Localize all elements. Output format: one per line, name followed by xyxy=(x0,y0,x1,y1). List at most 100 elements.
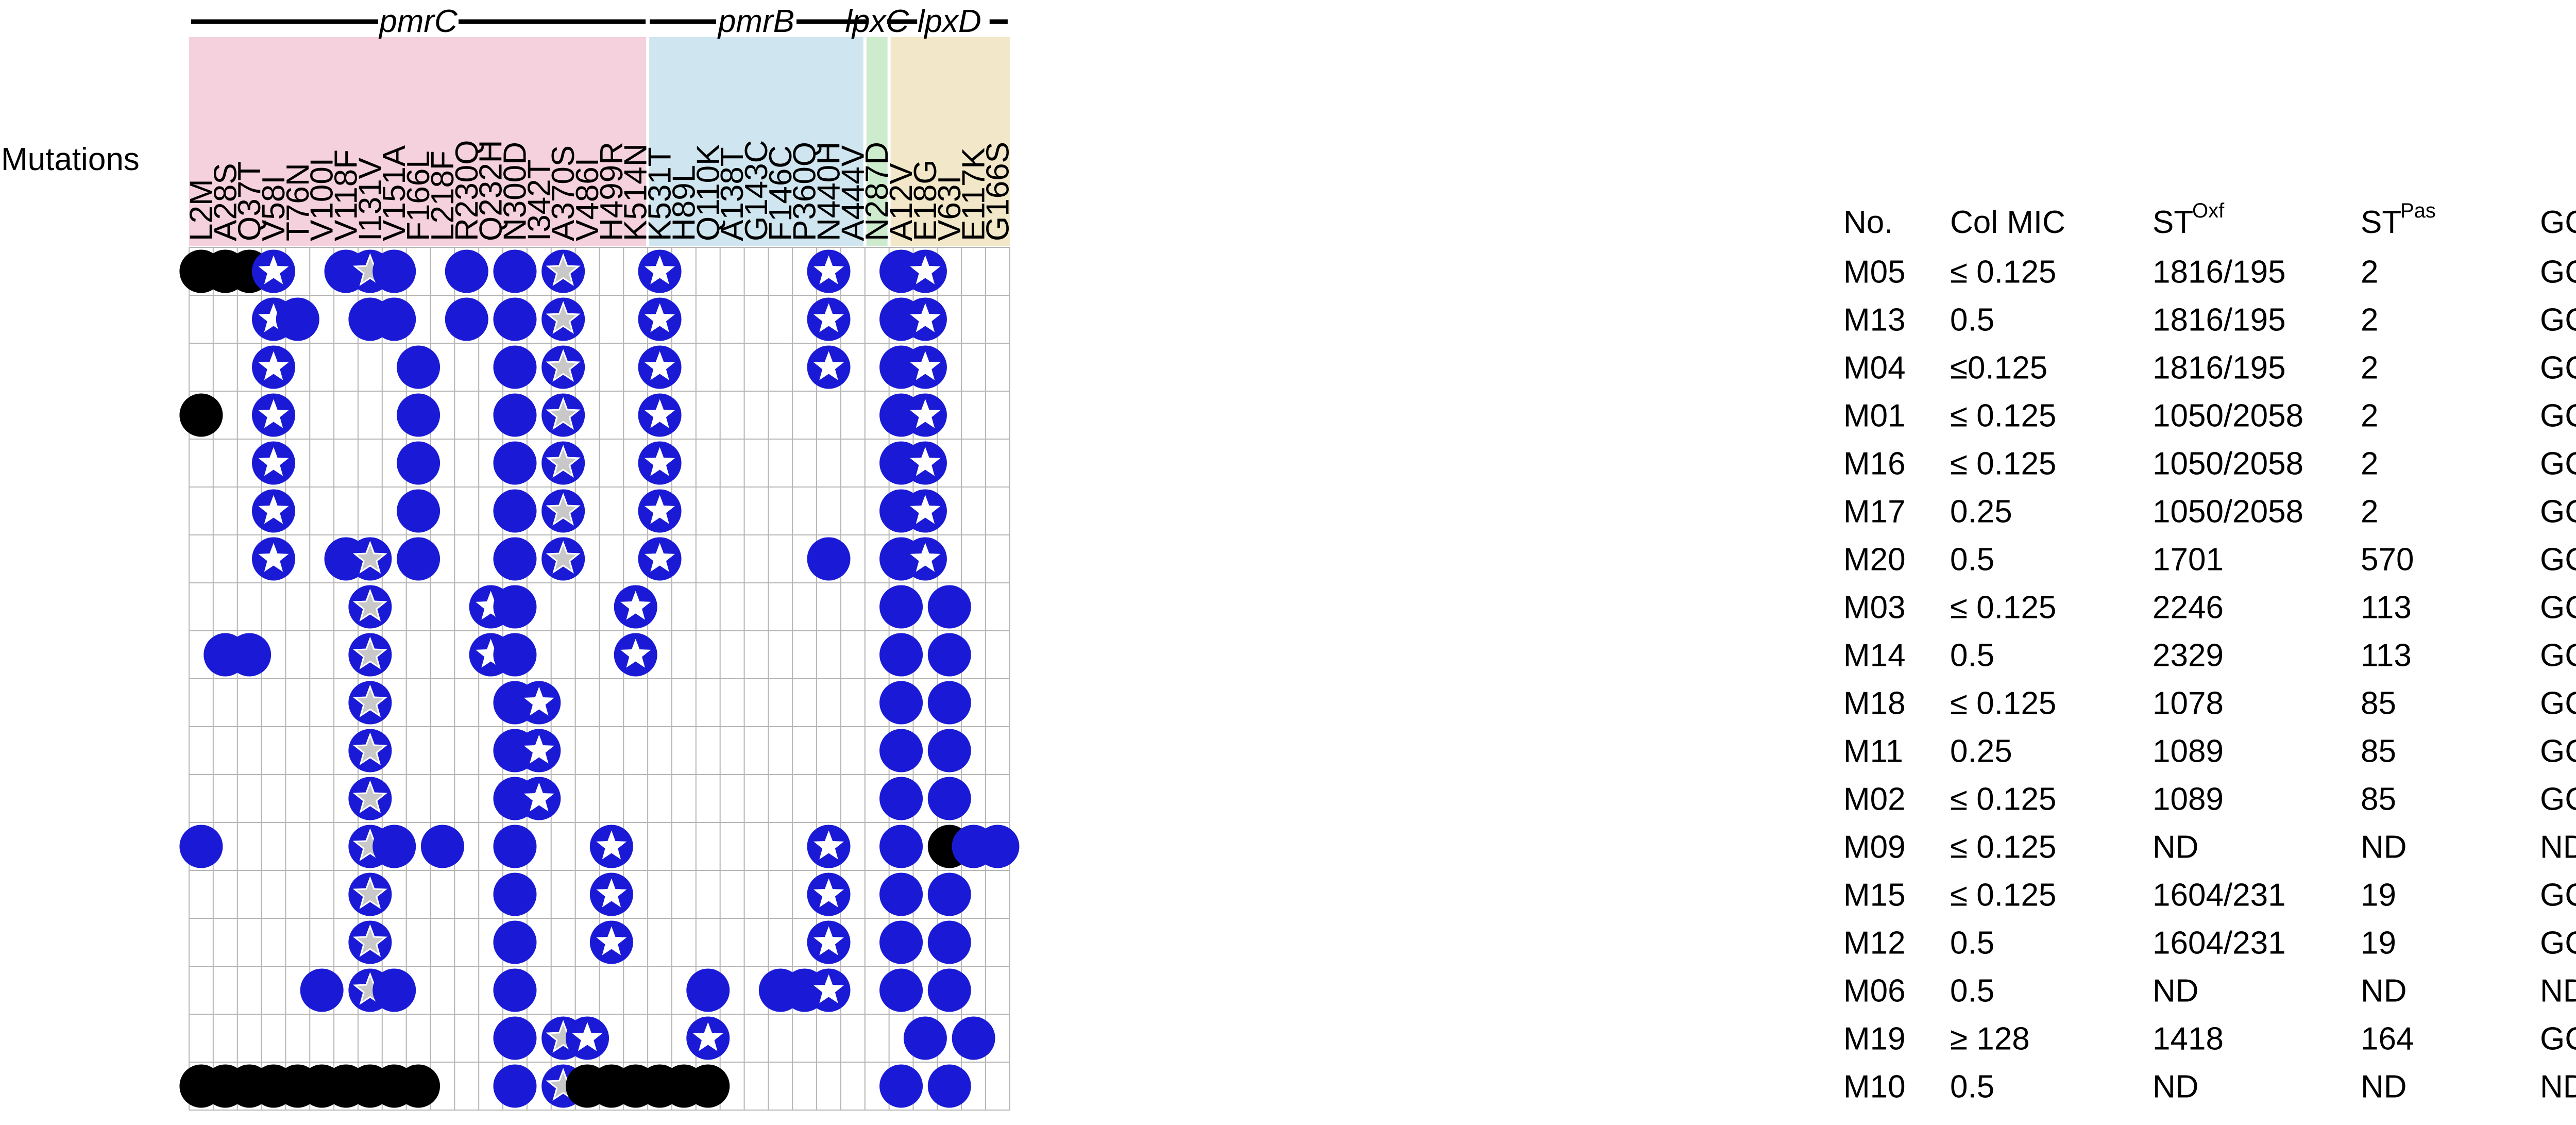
blue-dot xyxy=(445,249,488,293)
blue-dot xyxy=(372,297,416,341)
mutation-label: I342T xyxy=(521,159,557,241)
mutation-label: F146C xyxy=(763,145,799,241)
star-icon xyxy=(645,495,675,524)
isolate-id: M05 xyxy=(1843,255,1906,290)
blue-dot xyxy=(493,537,537,581)
gene-label-lpxD: lpxD xyxy=(918,4,981,39)
mutation-label: G143C xyxy=(739,140,774,241)
mutation-label: Q37T xyxy=(232,161,267,241)
gc-value: GC9 xyxy=(2540,686,2576,721)
col-mic-value: 0.5 xyxy=(1950,973,1994,1009)
mutation-label: K531T xyxy=(642,147,678,241)
blue-dot-white-star xyxy=(807,345,851,389)
star-icon xyxy=(352,589,387,622)
blue-dot-gray-star xyxy=(348,681,392,725)
st-pas-value: 85 xyxy=(2361,782,2396,817)
star-icon xyxy=(352,924,387,958)
col-mic-value: ≤ 0.125 xyxy=(1950,398,2056,434)
blue-dot-white-star xyxy=(638,297,682,341)
blue-dot xyxy=(493,633,537,677)
dot-circle xyxy=(927,729,971,773)
blue-dot xyxy=(879,729,923,773)
dot-circle xyxy=(397,393,440,437)
blue-dot xyxy=(397,441,440,485)
blue-dot-gray-star xyxy=(541,537,585,581)
star-icon xyxy=(910,495,941,524)
blue-dot-white-star xyxy=(517,777,561,820)
blue-dot xyxy=(927,1064,971,1108)
dot-circle xyxy=(879,681,923,725)
blue-dot xyxy=(903,1016,947,1060)
dot-circle xyxy=(493,345,537,389)
dot-circle xyxy=(493,633,537,677)
blue-dot xyxy=(879,920,923,964)
st-pas-value: 2 xyxy=(2361,303,2378,338)
st-oxf-value: 1089 xyxy=(2153,782,2224,817)
dot-circle xyxy=(493,441,537,485)
star-icon xyxy=(476,639,506,668)
mutation-label: V151A xyxy=(377,145,412,241)
dot-circle xyxy=(372,825,416,868)
isolate-id: M09 xyxy=(1843,830,1906,865)
blue-dot xyxy=(493,1064,537,1108)
black-dot xyxy=(179,393,223,437)
gene-band-lpxD xyxy=(889,37,1010,246)
mutation-label: A28S xyxy=(208,163,243,241)
dot-circle xyxy=(879,872,923,916)
blue-dot xyxy=(372,825,416,868)
blue-dot-gray-star xyxy=(348,872,392,916)
dot-circle xyxy=(493,585,537,629)
blue-dot-white-star xyxy=(566,1016,609,1060)
blue-dot-gray-star xyxy=(348,920,392,964)
header-gc: GC xyxy=(2540,205,2576,240)
dot-circle xyxy=(927,777,971,820)
star-icon xyxy=(546,493,581,526)
star-icon xyxy=(910,303,941,332)
dot-circle xyxy=(927,920,971,964)
star-icon xyxy=(814,926,844,955)
dot-circle xyxy=(179,825,223,868)
col-mic-value: 0.25 xyxy=(1950,734,2012,769)
blue-dot xyxy=(952,1016,995,1060)
mutation-label: V100I xyxy=(304,158,340,241)
blue-dot xyxy=(927,585,971,629)
isolate-id: M15 xyxy=(1843,878,1906,913)
blue-dot-white-star xyxy=(903,297,947,341)
mutation-label: I131V xyxy=(352,157,388,241)
gene-header-lines: pmrC pmrB lpxC lpxD xyxy=(191,4,1008,39)
dot-circle xyxy=(397,537,440,581)
blue-dot xyxy=(807,537,851,581)
dot-circle xyxy=(879,1064,923,1108)
star-icon xyxy=(572,1022,603,1051)
star-icon xyxy=(645,447,675,476)
mutation-column-labels: L2MA28SQ37TV58IT76NV100IV118FI131VV151AF… xyxy=(183,140,1015,241)
dot-circle xyxy=(879,920,923,964)
blue-dot xyxy=(927,729,971,773)
isolate-id: M02 xyxy=(1843,782,1906,817)
st-pas-value: 19 xyxy=(2361,926,2396,961)
star-icon xyxy=(258,399,289,428)
isolate-id: M18 xyxy=(1843,686,1906,721)
blue-dot xyxy=(228,633,272,677)
star-icon xyxy=(645,255,675,284)
blue-dot-gray-star xyxy=(348,729,392,773)
dot-circle xyxy=(879,825,923,868)
blue-dot-white-star xyxy=(638,345,682,389)
isolate-id: M13 xyxy=(1843,303,1906,338)
mutation-label: E117K xyxy=(956,147,992,241)
star-icon xyxy=(546,445,581,478)
blue-dot xyxy=(372,968,416,1012)
st-pas-value: ND xyxy=(2361,1069,2407,1105)
blue-dot-white-star xyxy=(903,441,947,485)
gc-value: GC2 xyxy=(2540,350,2576,386)
gc-value: GC9 xyxy=(2540,734,2576,769)
star-icon xyxy=(814,830,844,860)
mutation-label: N287D xyxy=(859,142,895,241)
blue-dot-gray-star xyxy=(541,345,585,389)
blue-dot-white-star xyxy=(251,345,295,389)
isolate-id: M10 xyxy=(1843,1069,1906,1105)
star-icon xyxy=(596,878,627,908)
mutation-label: L218F xyxy=(425,150,461,241)
star-icon xyxy=(352,732,387,766)
